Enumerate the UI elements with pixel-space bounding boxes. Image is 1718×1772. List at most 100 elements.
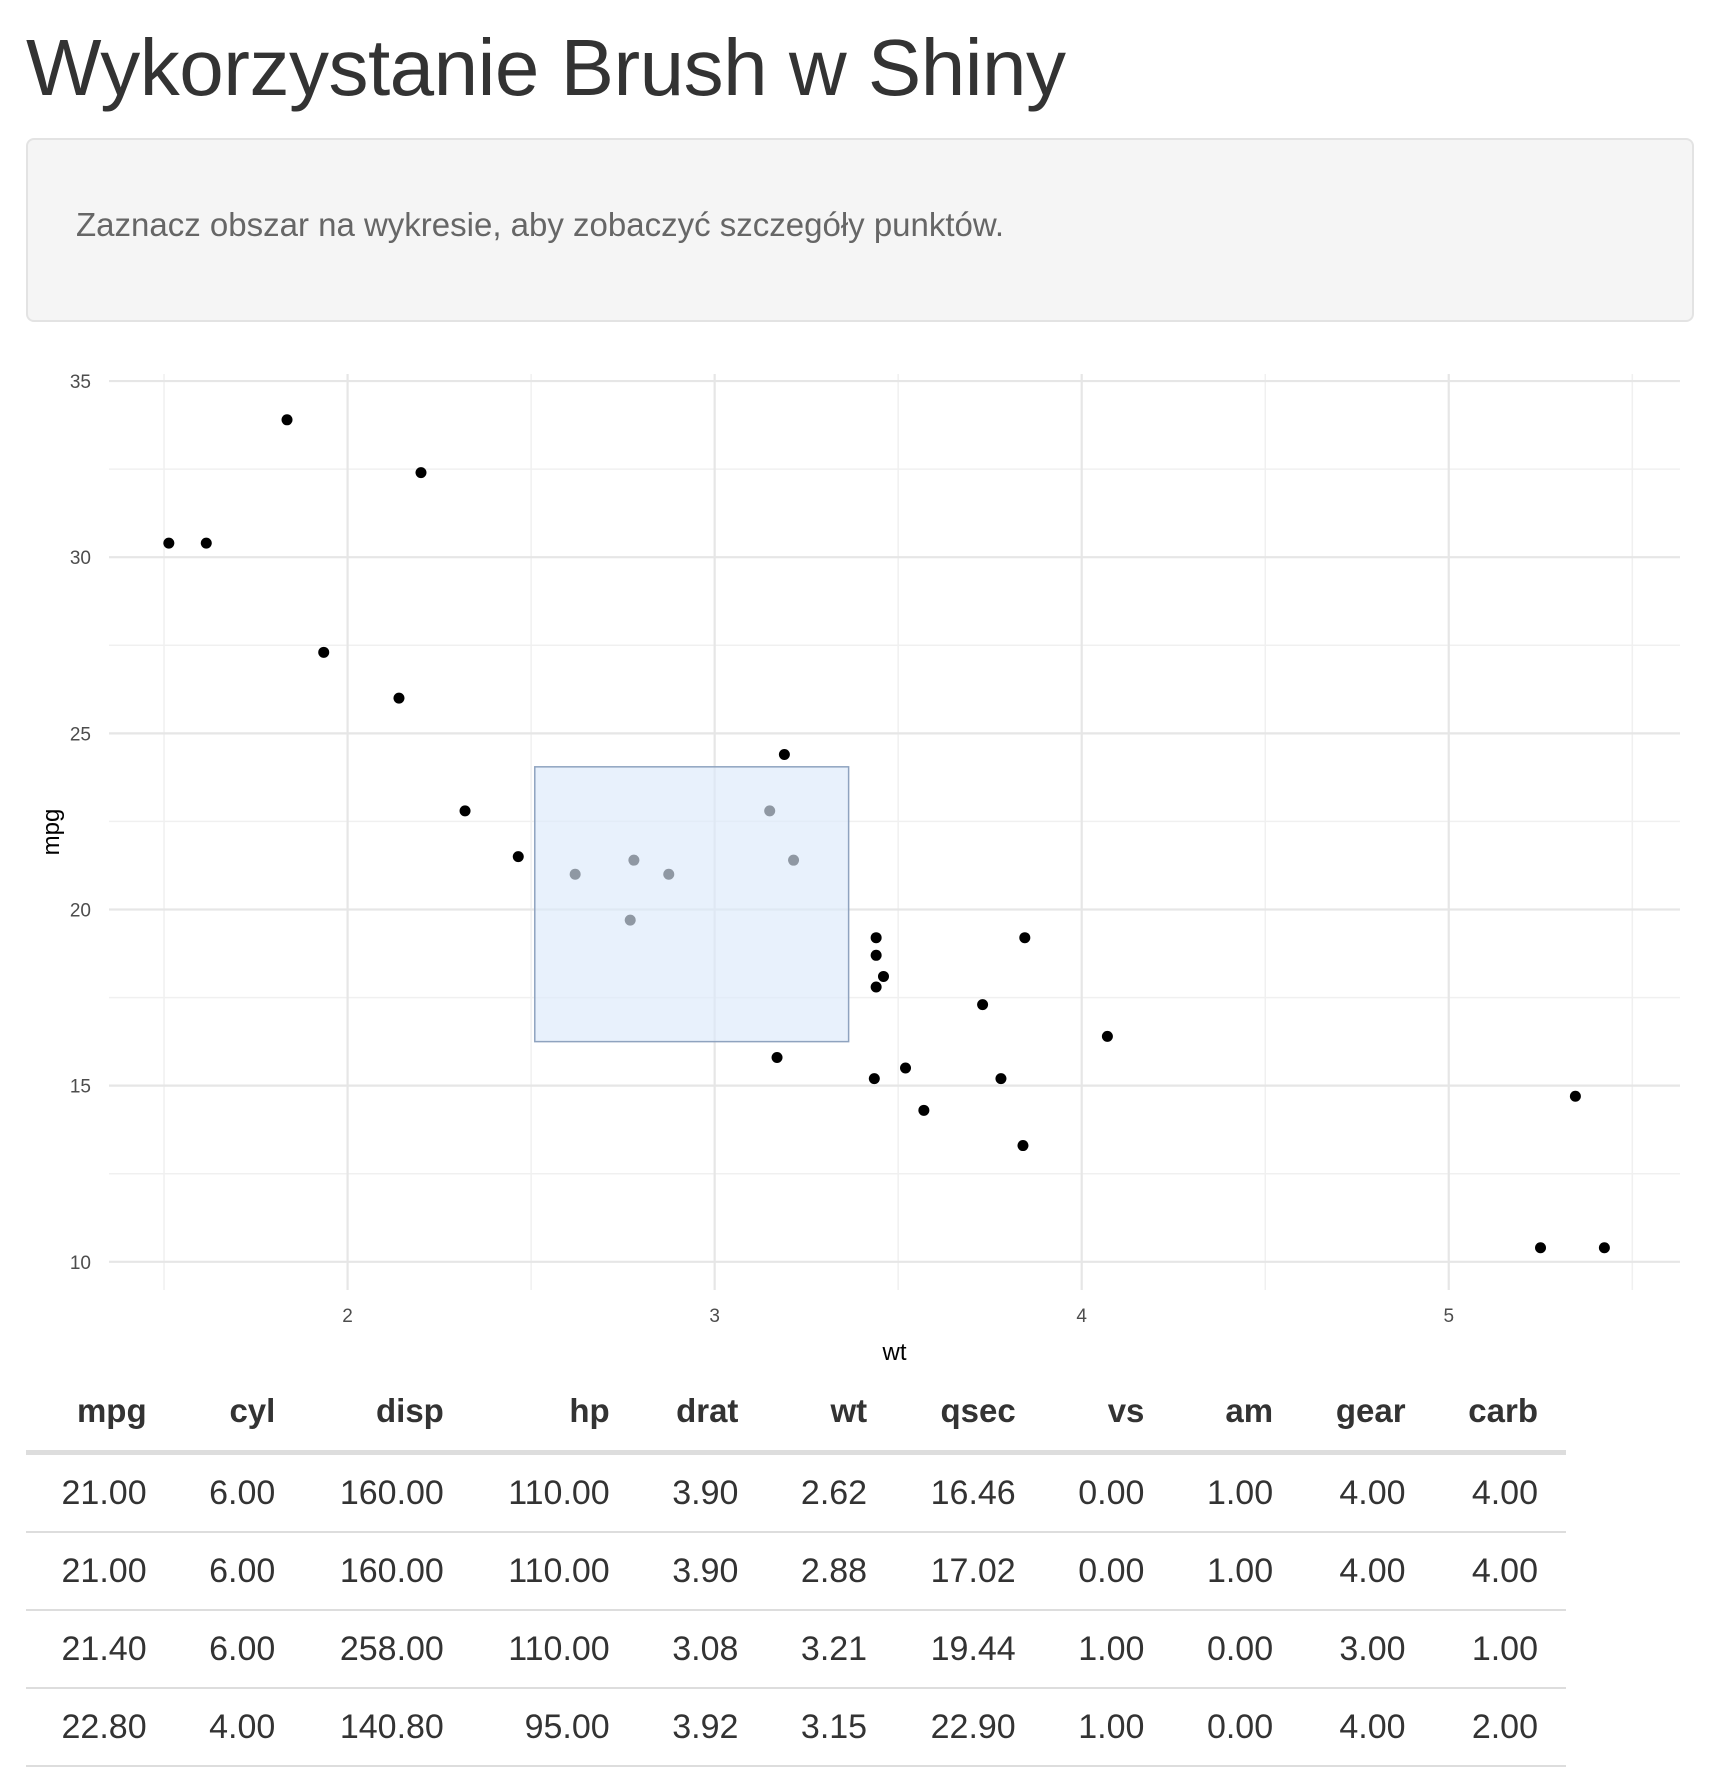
- table-cell-vs: 1.00: [1043, 1688, 1173, 1767]
- table-body: 21.00 6.00 160.00 110.00 3.90 2.62 16.46 0.00 1.…: [26, 1452, 1566, 1767]
- column-header-am: am: [1172, 1370, 1302, 1455]
- table-cell-am: 1.00: [1172, 1452, 1302, 1533]
- table-row: 22.80 4.00 140.80 95.00 3.92 3.15 22.90 1.00 0.0…: [26, 1688, 1566, 1767]
- column-header-cyl: cyl: [174, 1370, 304, 1455]
- column-header-qsec: qsec: [895, 1370, 1044, 1455]
- scatter-point: [1569, 1090, 1581, 1102]
- table-cell-hp: 95.00: [471, 1688, 638, 1767]
- y-tick-label: 30: [70, 548, 91, 569]
- scatter-point: [1598, 1242, 1610, 1254]
- table-cell-carb: 4.00: [1433, 1532, 1566, 1611]
- scatter-plot[interactable]: 2 3 4 5 10 15 20 25 30 35 wt mpg: [26, 360, 1694, 1370]
- table-row: 21.00 6.00 160.00 110.00 3.90 2.88 17.02 0.00 1.…: [26, 1532, 1566, 1611]
- table-cell-am: 1.00: [1172, 1532, 1302, 1611]
- scatter-point: [200, 537, 212, 549]
- y-axis-title: mpg: [38, 809, 65, 856]
- scatter-point: [318, 646, 330, 658]
- table-cell-gear: 4.00: [1301, 1452, 1434, 1533]
- table-cell-wt: 2.62: [766, 1452, 896, 1533]
- scatter-point: [415, 467, 427, 479]
- selected-points-table-container: mpg cyl disp hp drat wt qsec vs am gear carb 21.00…: [26, 1370, 1566, 1767]
- table-cell-mpg: 21.40: [26, 1610, 175, 1689]
- table-cell-disp: 140.80: [303, 1688, 472, 1767]
- table-cell-hp: 110.00: [471, 1610, 638, 1689]
- column-header-carb: carb: [1433, 1370, 1566, 1455]
- column-header-hp: hp: [471, 1370, 638, 1455]
- table-cell-qsec: 19.44: [895, 1610, 1044, 1689]
- scatter-point: [393, 692, 405, 704]
- scatter-point: [1017, 1140, 1029, 1152]
- column-header-vs: vs: [1043, 1370, 1173, 1455]
- table-cell-wt: 3.21: [766, 1610, 896, 1689]
- table-cell-gear: 3.00: [1301, 1610, 1434, 1689]
- scatter-point: [459, 805, 471, 817]
- y-tick-label: 10: [70, 1253, 91, 1274]
- scatter-point: [877, 970, 889, 982]
- scatter-point: [870, 932, 882, 944]
- table-cell-wt: 2.88: [766, 1532, 896, 1611]
- instruction-panel: Zaznacz obszar na wykresie, aby zobaczyć…: [26, 138, 1694, 322]
- table-header-row: mpg cyl disp hp drat wt qsec vs am gear carb: [26, 1370, 1566, 1455]
- y-tick-label: 35: [70, 372, 91, 393]
- table-cell-qsec: 22.90: [895, 1688, 1044, 1767]
- table-cell-drat: 3.90: [637, 1452, 767, 1533]
- x-tick-label: 2: [342, 1306, 353, 1327]
- scatter-point: [870, 949, 882, 961]
- table-cell-carb: 1.00: [1433, 1610, 1566, 1689]
- column-header-wt: wt: [766, 1370, 896, 1455]
- table-cell-disp: 160.00: [303, 1532, 472, 1611]
- table-cell-carb: 2.00: [1433, 1688, 1566, 1767]
- table-cell-qsec: 17.02: [895, 1532, 1044, 1611]
- table-cell-qsec: 16.46: [895, 1452, 1044, 1533]
- scatter-point: [1535, 1242, 1547, 1254]
- table-cell-cyl: 6.00: [174, 1610, 304, 1689]
- column-header-gear: gear: [1301, 1370, 1434, 1455]
- scatter-point: [870, 981, 882, 993]
- table-cell-disp: 160.00: [303, 1452, 472, 1533]
- scatter-point: [1019, 932, 1031, 944]
- table-cell-disp: 258.00: [303, 1610, 472, 1689]
- x-tick-label: 3: [709, 1306, 720, 1327]
- table-cell-drat: 3.90: [637, 1532, 767, 1611]
- table-cell-mpg: 21.00: [26, 1452, 175, 1533]
- scatter-point: [1101, 1030, 1113, 1042]
- table-cell-hp: 110.00: [471, 1532, 638, 1611]
- table-cell-am: 0.00: [1172, 1610, 1302, 1689]
- scatter-point: [977, 999, 989, 1011]
- table-cell-cyl: 6.00: [174, 1532, 304, 1611]
- x-axis-title: wt: [882, 1339, 907, 1366]
- x-tick-label: 4: [1076, 1306, 1087, 1327]
- brush-selection-rect[interactable]: [534, 766, 850, 1043]
- table-cell-drat: 3.08: [637, 1610, 767, 1689]
- table-cell-mpg: 22.80: [26, 1688, 175, 1767]
- y-tick-label: 25: [70, 724, 91, 745]
- scatter-plot-svg[interactable]: 2 3 4 5 10 15 20 25 30 35 wt mpg: [26, 360, 1694, 1370]
- table-cell-gear: 4.00: [1301, 1688, 1434, 1767]
- column-header-drat: drat: [637, 1370, 767, 1455]
- column-header-mpg: mpg: [26, 1370, 175, 1455]
- scatter-point: [778, 748, 790, 760]
- column-header-disp: disp: [303, 1370, 472, 1455]
- table-cell-am: 0.00: [1172, 1688, 1302, 1767]
- scatter-point: [281, 414, 293, 426]
- table-cell-mpg: 21.00: [26, 1532, 175, 1611]
- page-title: Wykorzystanie Brush w Shiny: [26, 23, 1066, 112]
- table-cell-vs: 1.00: [1043, 1610, 1173, 1689]
- selected-points-table: mpg cyl disp hp drat wt qsec vs am gear carb 21.00…: [26, 1370, 1566, 1767]
- scatter-point: [900, 1062, 912, 1074]
- table-row: 21.40 6.00 258.00 110.00 3.08 3.21 19.44 1.00 0.…: [26, 1610, 1566, 1689]
- table-cell-hp: 110.00: [471, 1452, 638, 1533]
- y-tick-label: 15: [70, 1077, 91, 1098]
- table-row: 21.00 6.00 160.00 110.00 3.90 2.62 16.46 0.00 1.…: [26, 1452, 1566, 1533]
- table-cell-wt: 3.15: [766, 1688, 896, 1767]
- y-tick-label: 20: [70, 901, 91, 922]
- table-cell-drat: 3.92: [637, 1688, 767, 1767]
- table-cell-vs: 0.00: [1043, 1532, 1173, 1611]
- table-cell-carb: 4.00: [1433, 1452, 1566, 1533]
- scatter-point: [995, 1073, 1007, 1085]
- table-cell-cyl: 6.00: [174, 1452, 304, 1533]
- table-cell-gear: 4.00: [1301, 1532, 1434, 1611]
- instruction-text: Zaznacz obszar na wykresie, aby zobaczyć…: [76, 206, 1005, 243]
- scatter-point: [868, 1073, 880, 1085]
- x-tick-label: 5: [1443, 1306, 1454, 1327]
